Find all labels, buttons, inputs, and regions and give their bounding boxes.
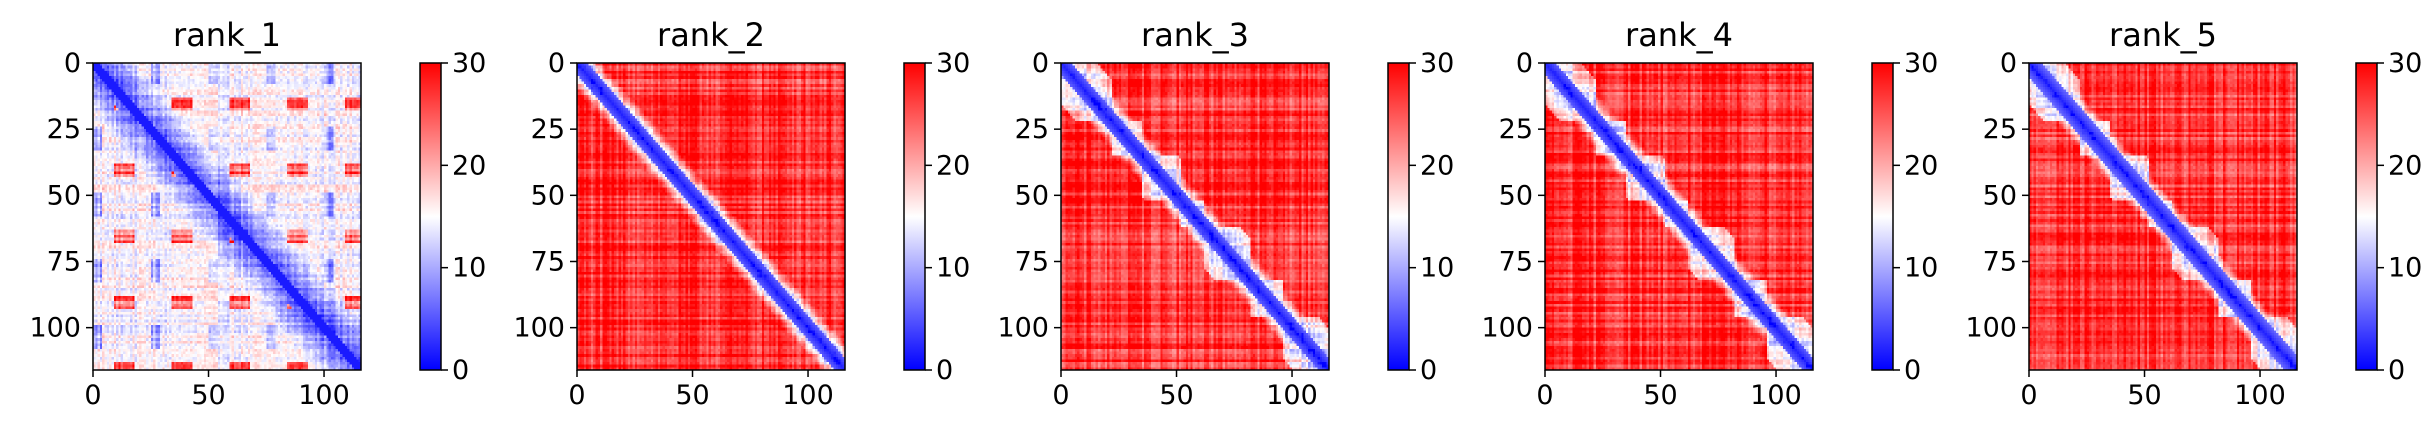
panel-title: rank_1 — [173, 16, 281, 54]
heatmap-cells — [93, 63, 362, 371]
